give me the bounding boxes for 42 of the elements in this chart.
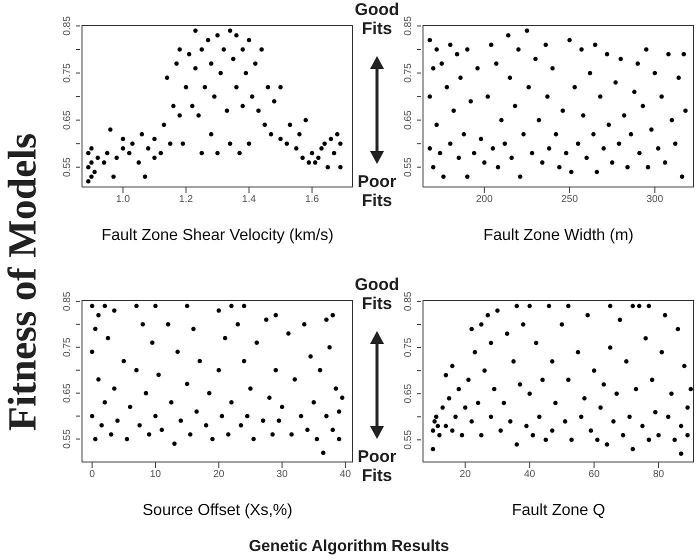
x-tick-label: 30 bbox=[276, 469, 288, 480]
text: Good Fits bbox=[354, 0, 400, 38]
y-tick-label: 0.55 bbox=[62, 157, 73, 177]
x-axis-title: Fault Zone Q bbox=[510, 502, 606, 520]
y-tick-label: 0.65 bbox=[403, 110, 414, 130]
y-tick-label: 0.75 bbox=[62, 62, 73, 83]
x-axis-title: Fault Zone Shear Velocity (km/s) bbox=[100, 227, 335, 245]
x-tick-label: 300 bbox=[646, 194, 664, 206]
text: Poor Fits bbox=[358, 172, 396, 210]
y-tick-label: 0.75 bbox=[403, 62, 414, 83]
y-tick-label: 0.75 bbox=[403, 337, 414, 358]
x-tick-label: 1.6 bbox=[305, 194, 320, 206]
text: Genetic Algorithm Results bbox=[248, 538, 450, 556]
x-tick-label: 20 bbox=[213, 469, 225, 480]
y-tick-label: 0.85 bbox=[62, 291, 73, 312]
x-tick-label: 250 bbox=[561, 194, 578, 206]
x-tick-label: 60 bbox=[588, 469, 600, 480]
x-tick-label: 20 bbox=[460, 469, 472, 480]
y-axis-title: Fitness of Models bbox=[0, 133, 46, 431]
y-tick-label: 0.55 bbox=[62, 428, 73, 449]
text: Poor Fits bbox=[358, 447, 396, 485]
x-tick-label: 1.4 bbox=[242, 194, 256, 206]
y-tick-label: 0.65 bbox=[403, 384, 414, 404]
x-axis-title: Source Offset (Xs,%) bbox=[142, 502, 294, 520]
y-tick-label: 0.55 bbox=[403, 157, 414, 177]
text: Good Fits bbox=[354, 275, 400, 313]
y-tick-label: 0.65 bbox=[62, 110, 73, 130]
x-tick-label: 10 bbox=[150, 469, 162, 480]
y-tick-label: 0.55 bbox=[403, 430, 414, 450]
x-tick-label: 1.2 bbox=[179, 194, 194, 206]
x-tick-label: 200 bbox=[476, 194, 494, 206]
x-tick-label: 40 bbox=[524, 469, 536, 480]
x-tick-label: 40 bbox=[340, 469, 352, 480]
x-tick-label: 1.0 bbox=[116, 194, 130, 206]
x-axis-title: Fault Zone Width (m) bbox=[482, 227, 635, 245]
y-tick-label: 0.75 bbox=[62, 337, 73, 358]
y-tick-label: 0.85 bbox=[62, 16, 73, 36]
y-tick-label: 0.65 bbox=[62, 382, 73, 403]
x-tick-label: 0 bbox=[89, 469, 96, 480]
x-tick-label: 80 bbox=[652, 469, 665, 480]
y-tick-label: 0.85 bbox=[403, 16, 414, 36]
y-tick-label: 0.85 bbox=[403, 291, 414, 312]
